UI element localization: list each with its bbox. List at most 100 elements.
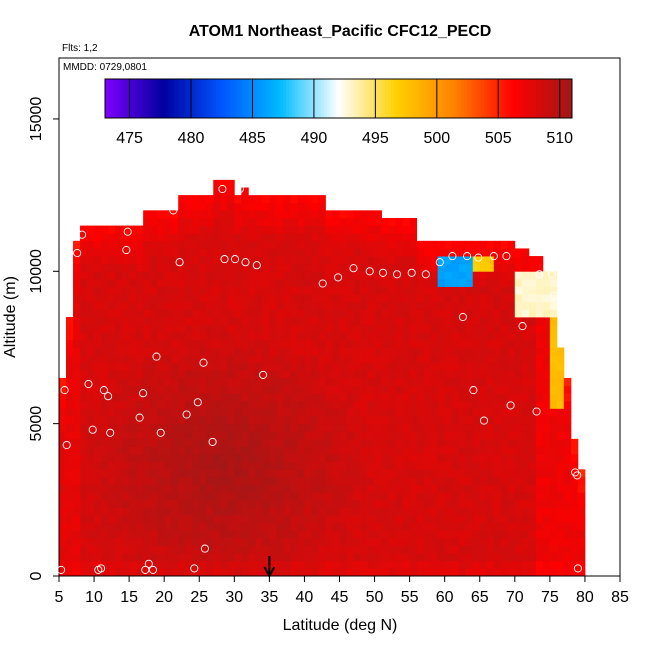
heatmap-cell bbox=[283, 408, 291, 417]
heatmap-cell bbox=[290, 377, 298, 386]
heatmap-cell bbox=[283, 545, 291, 554]
heatmap-cell bbox=[206, 461, 214, 470]
heatmap-cell bbox=[451, 278, 460, 287]
heatmap-cell bbox=[367, 377, 375, 386]
heatmap-cell bbox=[178, 233, 186, 242]
heatmap-cell bbox=[542, 461, 551, 470]
heatmap-cell bbox=[451, 461, 460, 470]
heatmap-cell bbox=[276, 309, 284, 318]
heatmap-cell bbox=[416, 339, 425, 348]
heatmap-cell bbox=[311, 339, 319, 348]
heatmap-cell bbox=[472, 431, 481, 440]
colorbar-segment bbox=[116, 79, 120, 118]
heatmap-cell bbox=[157, 332, 165, 341]
heatmap-cell bbox=[444, 476, 453, 485]
heatmap-cell bbox=[486, 286, 495, 295]
heatmap-cell bbox=[318, 210, 326, 219]
heatmap-cell bbox=[486, 271, 495, 280]
heatmap-cell bbox=[465, 355, 474, 364]
heatmap-cell bbox=[388, 454, 396, 463]
heatmap-cell bbox=[346, 568, 354, 577]
heatmap-cell bbox=[115, 233, 123, 242]
heatmap-cell bbox=[381, 476, 389, 485]
heatmap-cell bbox=[493, 499, 502, 508]
heatmap-cell bbox=[157, 484, 165, 493]
heatmap-cell bbox=[66, 522, 74, 531]
heatmap-cell bbox=[213, 187, 221, 196]
heatmap-cell bbox=[241, 286, 249, 295]
heatmap-cell bbox=[577, 507, 586, 516]
heatmap-cell bbox=[318, 370, 326, 379]
heatmap-cell bbox=[500, 446, 509, 455]
heatmap-cell bbox=[206, 210, 214, 219]
heatmap-cell bbox=[346, 492, 354, 501]
heatmap-cell bbox=[409, 530, 418, 539]
heatmap-cell bbox=[311, 217, 319, 226]
heatmap-cell bbox=[451, 362, 460, 371]
heatmap-cell bbox=[234, 339, 242, 348]
heatmap-cell bbox=[248, 263, 256, 272]
heatmap-cell bbox=[129, 476, 137, 485]
heatmap-cell bbox=[437, 454, 446, 463]
heatmap-cell bbox=[87, 530, 95, 539]
heatmap-cell bbox=[465, 553, 474, 562]
heatmap-cell bbox=[283, 355, 291, 364]
heatmap-cell bbox=[507, 537, 516, 546]
heatmap-cell bbox=[192, 385, 200, 394]
heatmap-cell bbox=[73, 362, 81, 371]
heatmap-cell bbox=[325, 423, 333, 432]
colorbar-segment bbox=[361, 79, 366, 118]
heatmap-cell bbox=[353, 431, 361, 440]
heatmap-cell bbox=[269, 515, 277, 524]
sample-point bbox=[378, 268, 388, 277]
heatmap-cell bbox=[465, 370, 474, 379]
heatmap-cell bbox=[367, 408, 375, 417]
heatmap-cell bbox=[220, 225, 228, 234]
heatmap-cell bbox=[227, 431, 235, 440]
heatmap-cell bbox=[276, 476, 284, 485]
heatmap-cell bbox=[318, 476, 326, 485]
heatmap-cell bbox=[500, 423, 509, 432]
heatmap-cell bbox=[227, 256, 235, 265]
heatmap-cell bbox=[416, 446, 425, 455]
heatmap-cell bbox=[465, 347, 474, 356]
heatmap-cell bbox=[262, 385, 270, 394]
heatmap-cell bbox=[430, 515, 439, 524]
heatmap-cell bbox=[353, 530, 361, 539]
heatmap-cell bbox=[311, 309, 319, 318]
heatmap-cell bbox=[136, 393, 144, 402]
heatmap-cell bbox=[423, 522, 432, 531]
heatmap-cell bbox=[143, 438, 151, 447]
heatmap-cell bbox=[507, 309, 516, 318]
heatmap-cell bbox=[374, 385, 382, 394]
heatmap-cell bbox=[430, 499, 439, 508]
heatmap-cell bbox=[521, 530, 530, 539]
heatmap-cell bbox=[514, 515, 523, 524]
heatmap-cell bbox=[276, 423, 284, 432]
heatmap-cell bbox=[535, 476, 544, 485]
heatmap-cell bbox=[171, 507, 179, 516]
heatmap-cell bbox=[402, 309, 411, 318]
heatmap-cell bbox=[199, 408, 207, 417]
heatmap-cell bbox=[157, 454, 165, 463]
heatmap-cell bbox=[493, 332, 502, 341]
heatmap-cell bbox=[73, 469, 81, 478]
heatmap-cell bbox=[227, 545, 235, 554]
heatmap-cell bbox=[549, 347, 558, 356]
heatmap-cell bbox=[94, 423, 102, 432]
heatmap-cell bbox=[185, 362, 193, 371]
heatmap-cell bbox=[437, 240, 446, 249]
heatmap-cell bbox=[346, 362, 354, 371]
heatmap-cell bbox=[269, 294, 277, 303]
heatmap-cell bbox=[101, 469, 109, 478]
heatmap-cell bbox=[311, 278, 319, 287]
heatmap-cell bbox=[423, 446, 432, 455]
heatmap-cell bbox=[66, 385, 74, 394]
heatmap-cell bbox=[367, 484, 375, 493]
heatmap-cell bbox=[416, 393, 425, 402]
heatmap-cell bbox=[486, 332, 495, 341]
heatmap-cell bbox=[150, 210, 158, 219]
heatmap-cell bbox=[143, 339, 151, 348]
colorbar-segment bbox=[262, 79, 266, 118]
heatmap-cell bbox=[269, 225, 277, 234]
